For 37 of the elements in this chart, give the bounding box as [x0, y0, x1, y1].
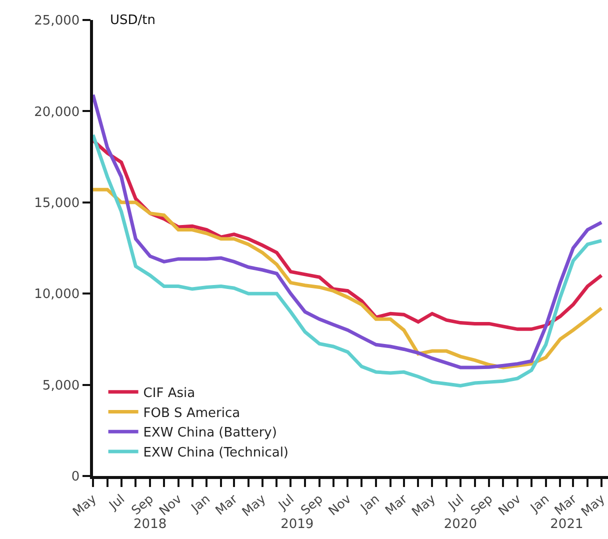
x-tick-label: Nov: [325, 490, 354, 518]
x-tick-label: Mar: [212, 490, 241, 518]
x-tick-label: May: [238, 490, 269, 520]
x-tick-label: Mar: [551, 490, 580, 518]
x-tick-label: Jan: [187, 491, 213, 516]
x-tick-label: Jan: [526, 491, 552, 516]
legend-label: CIF Asia: [143, 386, 196, 401]
x-tick-label: May: [70, 490, 100, 520]
line-series: [93, 93, 604, 370]
y-axis-title: USD/tn: [110, 13, 156, 28]
x-tick-label: Jul: [274, 491, 297, 513]
x-tick-label: Nov: [495, 490, 524, 518]
y-tick-label: 25,000: [34, 14, 80, 29]
legend-label: FOB S America: [143, 406, 240, 421]
x-tick-label: May: [408, 490, 439, 520]
x-tick-label: Sep: [467, 491, 496, 518]
y-tick-label: 0: [71, 470, 80, 485]
x2-tick-label: 2019: [280, 517, 314, 532]
legend-label: EXW China (Battery): [143, 426, 277, 441]
x-tick-label: May: [578, 490, 608, 520]
y-tick-label: 15,000: [34, 196, 80, 211]
line-series: [93, 188, 604, 370]
x-tick-label: Sep: [298, 491, 326, 518]
y-tick-label: 20,000: [34, 104, 80, 120]
x-tick-label: Jul: [105, 491, 128, 513]
y-tick-label: 10,000: [34, 287, 80, 302]
x-tick-label: Jan: [356, 491, 382, 516]
x-tick-label: Mar: [382, 490, 410, 518]
y-tick-label: 5,000: [42, 378, 80, 394]
x-tick-label: Nov: [156, 490, 185, 518]
x-tick-label: Jul: [444, 491, 466, 513]
x2-tick-label: 2018: [134, 517, 167, 532]
x2-tick-label: 2020: [444, 517, 478, 532]
legend-label: EXW China (Technical): [143, 446, 289, 461]
line-series: [93, 133, 604, 388]
x2-tick-label: 2021: [550, 517, 584, 532]
x-tick-label: Sep: [128, 491, 156, 518]
